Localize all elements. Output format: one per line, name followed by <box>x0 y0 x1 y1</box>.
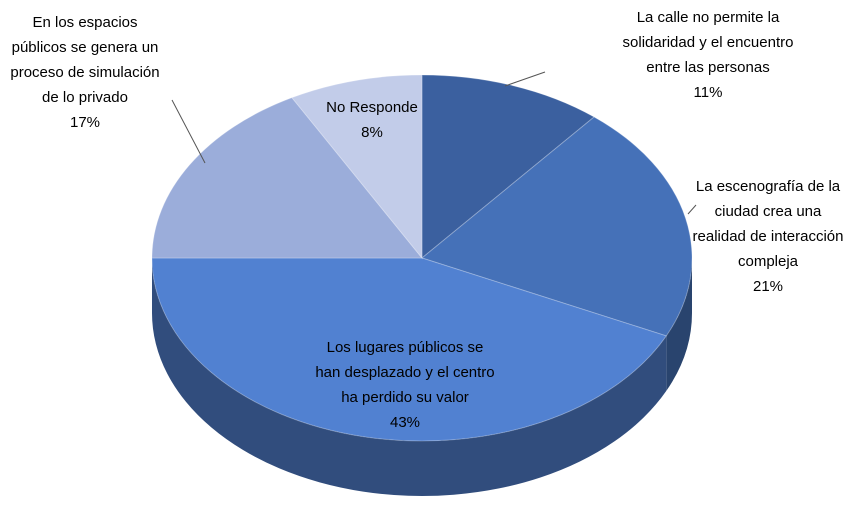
slice <box>291 74 423 260</box>
slice <box>421 74 595 260</box>
slice-label: No Responde 8% <box>312 95 432 145</box>
leader-line <box>504 71 546 87</box>
value-label: 21% <box>752 278 784 295</box>
slice-label: En los espacios públicos se genera un pr… <box>5 10 165 135</box>
category-label: En los espacios públicos se genera un pr… <box>10 14 160 106</box>
slice-side <box>152 258 667 496</box>
slice <box>151 97 424 259</box>
slice <box>420 116 693 337</box>
value-label: 8% <box>361 124 383 141</box>
category-label: La escenografía de la ciudad crea una re… <box>692 178 844 270</box>
slice-label: La calle no permite la solidaridad y el … <box>618 5 798 105</box>
leader-line <box>171 99 206 164</box>
slice-side <box>666 258 692 391</box>
leader-line <box>687 204 697 215</box>
value-label: 17% <box>69 114 101 131</box>
value-label: 11% <box>693 84 723 101</box>
category-label: No Responde <box>326 99 418 116</box>
slice-label: La escenografía de la ciudad crea una re… <box>690 174 846 299</box>
category-label: Los lugares públicos se han desplazado y… <box>315 339 495 406</box>
slice-label: Los lugares públicos se han desplazado y… <box>315 335 495 435</box>
value-label: 43% <box>389 414 421 431</box>
category-label: La calle no permite la solidaridad y el … <box>622 9 794 76</box>
slice <box>151 257 668 442</box>
